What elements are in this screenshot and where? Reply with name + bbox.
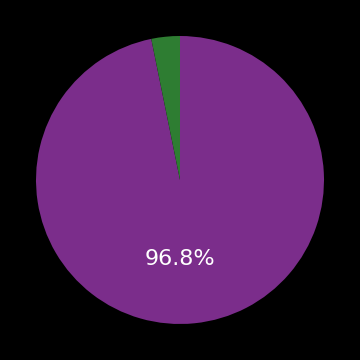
Wedge shape <box>151 36 180 180</box>
Wedge shape <box>36 36 324 324</box>
Text: 96.8%: 96.8% <box>145 249 215 269</box>
